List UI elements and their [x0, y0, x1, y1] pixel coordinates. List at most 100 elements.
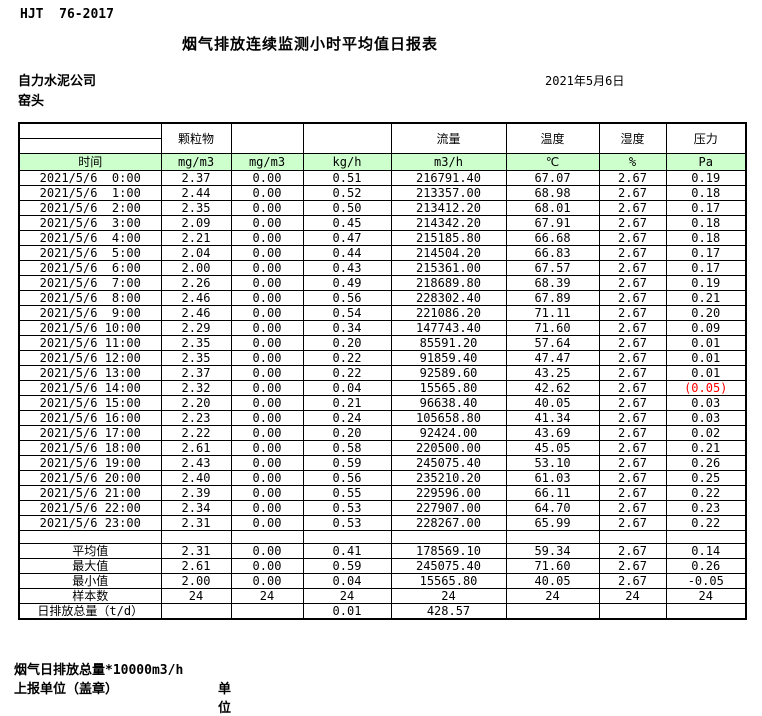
cell-pm-mgm3: 2.32: [160, 380, 232, 396]
cell-humidity: 2.67: [598, 573, 667, 589]
table-row: 日排放总量（t/d） 0.01 428.57: [18, 603, 747, 620]
cell-pm2-mgm3: 0.00: [230, 230, 304, 246]
cell-flow: 15565.80: [390, 573, 507, 589]
cell-temperature: 41.34: [505, 410, 600, 426]
cell-pm-kgh: 0.59: [302, 558, 392, 574]
cell-time: 2021/5/6 8:00: [18, 290, 162, 306]
cell-pm-kgh: 0.53: [302, 500, 392, 516]
cell-pm-kgh: 0.04: [302, 380, 392, 396]
cell-label: 日排放总量（t/d）: [18, 603, 162, 620]
cell-temperature: 67.07: [505, 170, 600, 186]
unit-mgm3-2: mg/m3: [230, 153, 304, 171]
cell-pm-kgh: 0.54: [302, 305, 392, 321]
cell-pressure: 0.17: [665, 260, 747, 276]
spacer-row: [18, 530, 747, 544]
cell-pm-mgm3: 2.43: [160, 455, 232, 471]
cell-humidity: 2.67: [598, 290, 667, 306]
table-row: 2021/5/6 12:00 2.35 0.00 0.22 91859.40 47.47 2…: [18, 350, 747, 366]
cell-pm-mgm3: 2.39: [160, 485, 232, 501]
cell-pressure: 0.20: [665, 305, 747, 321]
cell-pm-mgm3: 2.35: [160, 200, 232, 216]
cell-temperature: 45.05: [505, 440, 600, 456]
table-row: 2021/5/6 1:00 2.44 0.00 0.52 213357.00 68.98 2…: [18, 185, 747, 201]
cell-time: 2021/5/6 2:00: [18, 200, 162, 216]
cell-pressure: 0.25: [665, 470, 747, 486]
cell-humidity: 2.67: [598, 543, 667, 559]
cell-flow: 92424.00: [390, 425, 507, 441]
cell-pm2-mgm3: 24: [230, 588, 304, 604]
table-row: 2021/5/6 17:00 2.22 0.00 0.20 92424.00 43.69 2…: [18, 425, 747, 441]
header-empty-col4: [302, 122, 392, 154]
cell-pm-mgm3: 2.09: [160, 215, 232, 231]
table-row: 2021/5/6 20:00 2.40 0.00 0.56 235210.20 61.03…: [18, 470, 747, 486]
cell-flow: 24: [390, 588, 507, 604]
cell-time: 2021/5/6 13:00: [18, 365, 162, 381]
cell-pm-kgh: 0.56: [302, 290, 392, 306]
cell-pm2-mgm3: 0.00: [230, 185, 304, 201]
company-name: 自力水泥公司: [18, 74, 97, 89]
cell-pm-kgh: 0.50: [302, 200, 392, 216]
cell-pm-kgh: 0.20: [302, 425, 392, 441]
cell-temperature: 67.57: [505, 260, 600, 276]
unit-m3h: m3/h: [390, 153, 507, 171]
cell-pressure: 24: [665, 588, 747, 604]
cell-pressure: 0.26: [665, 455, 747, 471]
cell-humidity: 2.67: [598, 170, 667, 186]
cell-pm2-mgm3: 0.00: [230, 543, 304, 559]
table-row: 样本数 24 24 24 24 24 24 24: [18, 588, 747, 604]
cell-pm2-mgm3: 0.00: [230, 305, 304, 321]
cell-flow: 227907.00: [390, 500, 507, 516]
unit-pa: Pa: [665, 153, 747, 171]
cell-pm-kgh: 0.22: [302, 365, 392, 381]
cell-pm2-mgm3: 0.00: [230, 350, 304, 366]
cell-pm-kgh: 0.44: [302, 245, 392, 261]
cell-pressure: 0.17: [665, 245, 747, 261]
cell-flow: 92589.60: [390, 365, 507, 381]
cell-pressure: 0.22: [665, 485, 747, 501]
cell-pm-mgm3: [160, 603, 232, 620]
cell-pm-mgm3: 2.35: [160, 350, 232, 366]
table-row: 2021/5/6 4:00 2.21 0.00 0.47 215185.80 66.68 2…: [18, 230, 747, 246]
cell-pm-kgh: 0.58: [302, 440, 392, 456]
cell-pm-mgm3: 2.46: [160, 290, 232, 306]
cell-time: 2021/5/6 7:00: [18, 275, 162, 291]
cell-flow: 213412.20: [390, 200, 507, 216]
cell-humidity: 2.67: [598, 275, 667, 291]
header-empty-bottom: [18, 138, 162, 154]
cell-pm2-mgm3: 0.00: [230, 365, 304, 381]
cell-pressure: 0.01: [665, 365, 747, 381]
cell-humidity: 2.67: [598, 185, 667, 201]
cell-pm-kgh: 0.59: [302, 455, 392, 471]
cell-humidity: 2.67: [598, 335, 667, 351]
table-row: 2021/5/6 5:00 2.04 0.00 0.44 214504.20 66.83 2…: [18, 245, 747, 261]
cell-humidity: 2.67: [598, 470, 667, 486]
cell-temperature: 66.11: [505, 485, 600, 501]
cell-pm-kgh: 0.21: [302, 395, 392, 411]
cell-temperature: 66.83: [505, 245, 600, 261]
cell-humidity: 2.67: [598, 380, 667, 396]
cell-pm2-mgm3: 0.00: [230, 410, 304, 426]
cell-humidity: [598, 603, 667, 620]
cell-pm2-mgm3: 0.00: [230, 170, 304, 186]
cell-pm2-mgm3: 0.00: [230, 335, 304, 351]
cell-pm-kgh: 0.52: [302, 185, 392, 201]
table-row: 2021/5/6 14:00 2.32 0.00 0.04 15565.80 42.62 2…: [18, 380, 747, 396]
cell-pm-mgm3: 2.00: [160, 260, 232, 276]
cell-pm-mgm3: 2.04: [160, 245, 232, 261]
cell-temperature: 65.99: [505, 515, 600, 531]
cell-time: 2021/5/6 14:00: [18, 380, 162, 396]
cell-flow: 91859.40: [390, 350, 507, 366]
cell-pm2-mgm3: 0.00: [230, 500, 304, 516]
cell-humidity: 2.67: [598, 410, 667, 426]
cell-temperature: 59.34: [505, 543, 600, 559]
table-row: 2021/5/6 21:00 2.39 0.00 0.55 229596.00 66.11…: [18, 485, 747, 501]
table-row: 2021/5/6 16:00 2.23 0.00 0.24 105658.80 41.34…: [18, 410, 747, 426]
cell-pm-mgm3: 2.46: [160, 305, 232, 321]
cell-pm-mgm3: 2.31: [160, 515, 232, 531]
cell-flow: 178569.10: [390, 543, 507, 559]
cell-pressure: 0.21: [665, 290, 747, 306]
cell-humidity: 2.67: [598, 350, 667, 366]
cell-flow: 229596.00: [390, 485, 507, 501]
cell-temperature: 47.47: [505, 350, 600, 366]
cell-pm-mgm3: 2.37: [160, 170, 232, 186]
